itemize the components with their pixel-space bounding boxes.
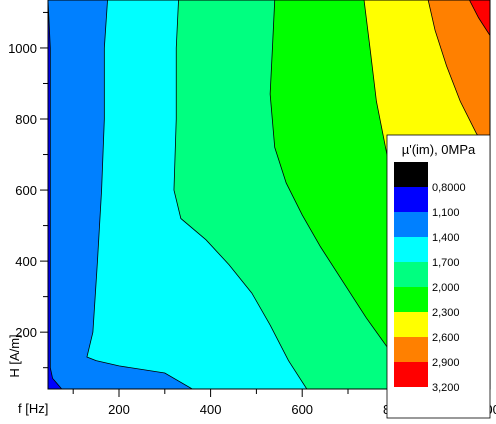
contour-line [86,0,193,389]
legend-swatch [394,187,428,212]
contour-line [269,0,418,389]
legend-swatch [394,162,428,187]
legend-title: µ'(im), 0MPa [402,142,476,157]
legend-swatch [394,362,428,387]
y-tick-label: 1000 [8,41,37,56]
legend-label: 1,400 [432,232,460,244]
x-tick-label: 400 [200,402,222,417]
legend-label: 2,300 [432,307,460,319]
legend-label: 3,200 [432,382,460,394]
legend-label: 0,8000 [432,182,466,194]
contour-line [48,0,63,389]
legend-swatch [394,387,428,412]
contour-band [469,0,490,36]
legend: µ'(im), 0MPa 0,8000 1,100 1,400 1,700 2,000 2,… [386,134,491,419]
legend-label: 2,000 [432,282,460,294]
legend-label: 1,100 [432,207,460,219]
legend-swatch [394,287,428,312]
x-axis-label: f [Hz] [18,401,48,416]
x-tick-label: 200 [108,402,130,417]
y-tick-label: 200 [15,325,37,340]
y-tick-label: 400 [15,254,37,269]
legend-swatch [394,337,428,362]
legend-swatch [394,212,428,237]
contour-band [428,0,490,155]
x-tick-label: 600 [291,402,313,417]
contour-line [469,0,490,36]
legend-swatch [394,237,428,262]
legend-label: 2,900 [432,357,460,369]
y-tick-label: 600 [15,183,37,198]
legend-label: 1,700 [432,257,460,269]
y-axis-label: H [A/m] [7,334,22,377]
legend-label: 2,600 [432,332,460,344]
legend-swatch [394,312,428,337]
y-tick-label: 800 [15,112,37,127]
contour-line [173,0,308,389]
legend-swatch [394,262,428,287]
